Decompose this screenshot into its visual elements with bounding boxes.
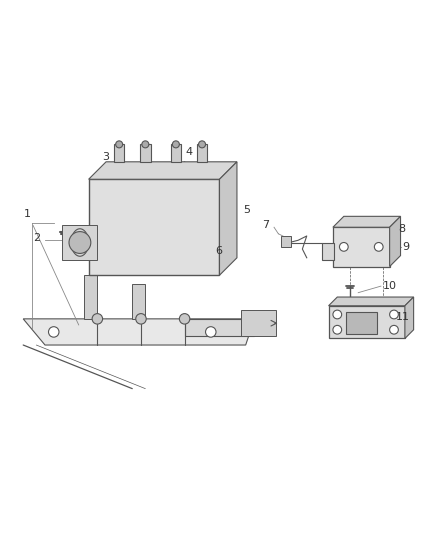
Circle shape	[198, 141, 205, 148]
Circle shape	[116, 141, 122, 148]
Bar	[280, 236, 291, 247]
Bar	[345, 312, 376, 334]
Bar	[328, 306, 404, 338]
Bar	[332, 227, 389, 266]
Text: 11: 11	[395, 312, 409, 322]
Circle shape	[332, 310, 341, 319]
Circle shape	[69, 232, 91, 253]
Circle shape	[389, 325, 397, 334]
Polygon shape	[328, 297, 413, 306]
Text: 2: 2	[33, 233, 40, 243]
Circle shape	[374, 243, 382, 251]
Bar	[62, 225, 97, 260]
Ellipse shape	[71, 229, 88, 256]
Bar	[84, 275, 97, 319]
Text: 7: 7	[262, 220, 269, 230]
Circle shape	[48, 327, 59, 337]
Text: 9: 9	[402, 242, 409, 252]
Text: 5: 5	[243, 205, 250, 215]
Bar	[196, 144, 207, 162]
Bar	[132, 284, 145, 319]
Bar	[140, 144, 150, 162]
Circle shape	[141, 141, 148, 148]
Bar	[114, 144, 124, 162]
Text: 10: 10	[382, 281, 396, 291]
Bar	[241, 310, 276, 336]
Circle shape	[179, 313, 189, 324]
Circle shape	[172, 141, 179, 148]
Polygon shape	[332, 216, 399, 227]
Polygon shape	[88, 162, 237, 179]
Circle shape	[339, 243, 347, 251]
Bar	[88, 179, 219, 275]
Polygon shape	[23, 319, 254, 345]
Text: 1: 1	[24, 208, 31, 219]
Polygon shape	[184, 319, 254, 336]
Circle shape	[135, 313, 146, 324]
Polygon shape	[404, 297, 413, 338]
Circle shape	[332, 325, 341, 334]
Text: 4: 4	[185, 148, 192, 157]
Bar	[321, 243, 333, 260]
Circle shape	[389, 310, 397, 319]
Circle shape	[205, 327, 215, 337]
Circle shape	[92, 313, 102, 324]
Polygon shape	[219, 162, 237, 275]
Bar	[170, 144, 181, 162]
Text: 3: 3	[102, 152, 110, 162]
Text: 8: 8	[397, 224, 405, 235]
Text: 6: 6	[215, 246, 222, 256]
Polygon shape	[389, 216, 399, 266]
